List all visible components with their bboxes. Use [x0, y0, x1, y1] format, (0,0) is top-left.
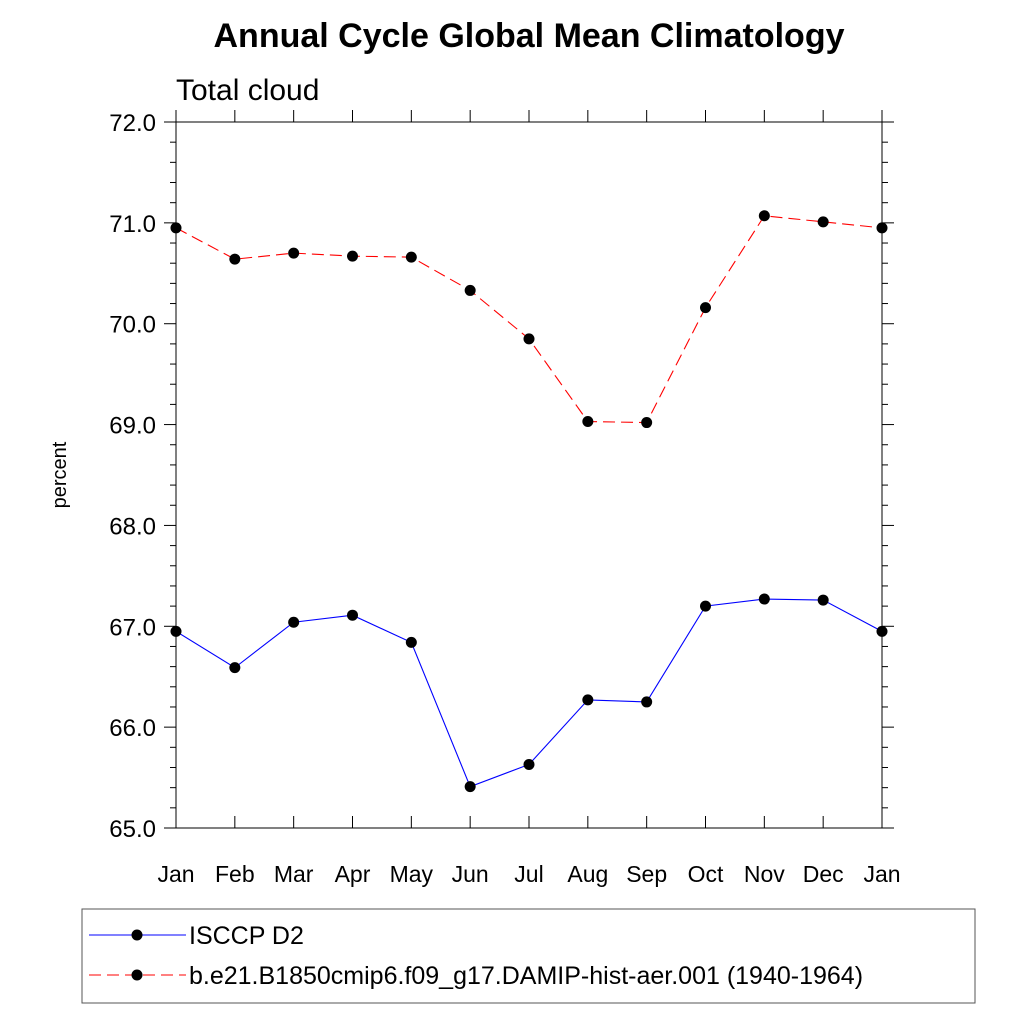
series-line-1	[175, 215, 883, 424]
x-tick-label: Mar	[274, 861, 314, 887]
y-tick-label: 69.0	[109, 413, 156, 440]
legend-label-0: ISCCP D2	[189, 922, 304, 950]
series-1-point	[170, 222, 182, 234]
series-1-point	[876, 222, 888, 234]
legend: ISCCP D2 b.e21.B1850cmip6.f09_g17.DAMIP-h…	[81, 908, 976, 1004]
series-0-point	[758, 593, 770, 605]
y-tick-label: 67.0	[109, 614, 156, 641]
x-tick-label: Dec	[803, 861, 844, 887]
series-1-point	[523, 333, 535, 345]
series-0-point	[523, 758, 535, 770]
legend-frame	[81, 908, 976, 1004]
y-axis-label: percent	[49, 441, 71, 508]
legend-marker-0	[131, 929, 143, 941]
series-1-point	[641, 417, 653, 429]
plot-frame	[175, 121, 883, 829]
chart-title: Annual Cycle Global Mean Climatology	[214, 17, 845, 55]
series-0-point	[170, 625, 182, 637]
series-1-point	[405, 251, 417, 263]
series-1-point	[582, 416, 594, 428]
series-1-point	[347, 250, 358, 262]
x-tick-label: Jul	[514, 861, 543, 887]
series-0-point	[229, 662, 241, 674]
series-0-point	[700, 600, 711, 612]
x-tick-label: Feb	[215, 861, 255, 887]
legend-marker-1	[131, 969, 143, 981]
series-1-point	[817, 216, 829, 228]
y-tick-label: 68.0	[109, 513, 156, 540]
series-line-0	[175, 598, 883, 788]
x-tick-label: Apr	[335, 861, 371, 887]
series-0-point	[464, 781, 476, 793]
x-tick-label: Nov	[744, 861, 785, 887]
series-0-point	[405, 636, 417, 648]
series-0-point	[347, 609, 358, 621]
series-0-point	[817, 594, 829, 606]
y-tick-label: 72.0	[109, 110, 156, 137]
x-tick-label: Jan	[863, 861, 900, 887]
x-tick-label: Aug	[567, 861, 608, 887]
series-1-point	[229, 253, 241, 265]
x-tick-label: Jun	[452, 861, 489, 887]
x-tick-label: May	[390, 861, 434, 887]
series-1-point	[758, 210, 770, 222]
plot-area: 65.0 66.0 67.0 68.0 69.0 70.0 71.0 72.0 Jan Feb Ma…	[109, 110, 901, 887]
series-0-point	[641, 696, 653, 708]
series-1-point	[700, 302, 711, 314]
y-tick-label: 66.0	[109, 715, 156, 742]
y-tick-label: 65.0	[109, 816, 156, 843]
series-1-point	[288, 247, 300, 259]
series-0-point	[288, 616, 300, 628]
legend-label-1: b.e21.B1850cmip6.f09_g17.DAMIP-hist-aer.…	[189, 962, 863, 990]
series-0-point	[876, 625, 888, 637]
series-1-point	[464, 284, 476, 296]
x-tick-label: Jan	[157, 861, 194, 887]
chart-subtitle: Total cloud	[176, 74, 319, 107]
y-tick-label: 71.0	[109, 211, 156, 238]
series-0-point	[582, 694, 594, 706]
x-tick-label: Sep	[626, 861, 667, 887]
y-tick-label: 70.0	[109, 312, 156, 339]
x-tick-label: Oct	[688, 861, 724, 887]
